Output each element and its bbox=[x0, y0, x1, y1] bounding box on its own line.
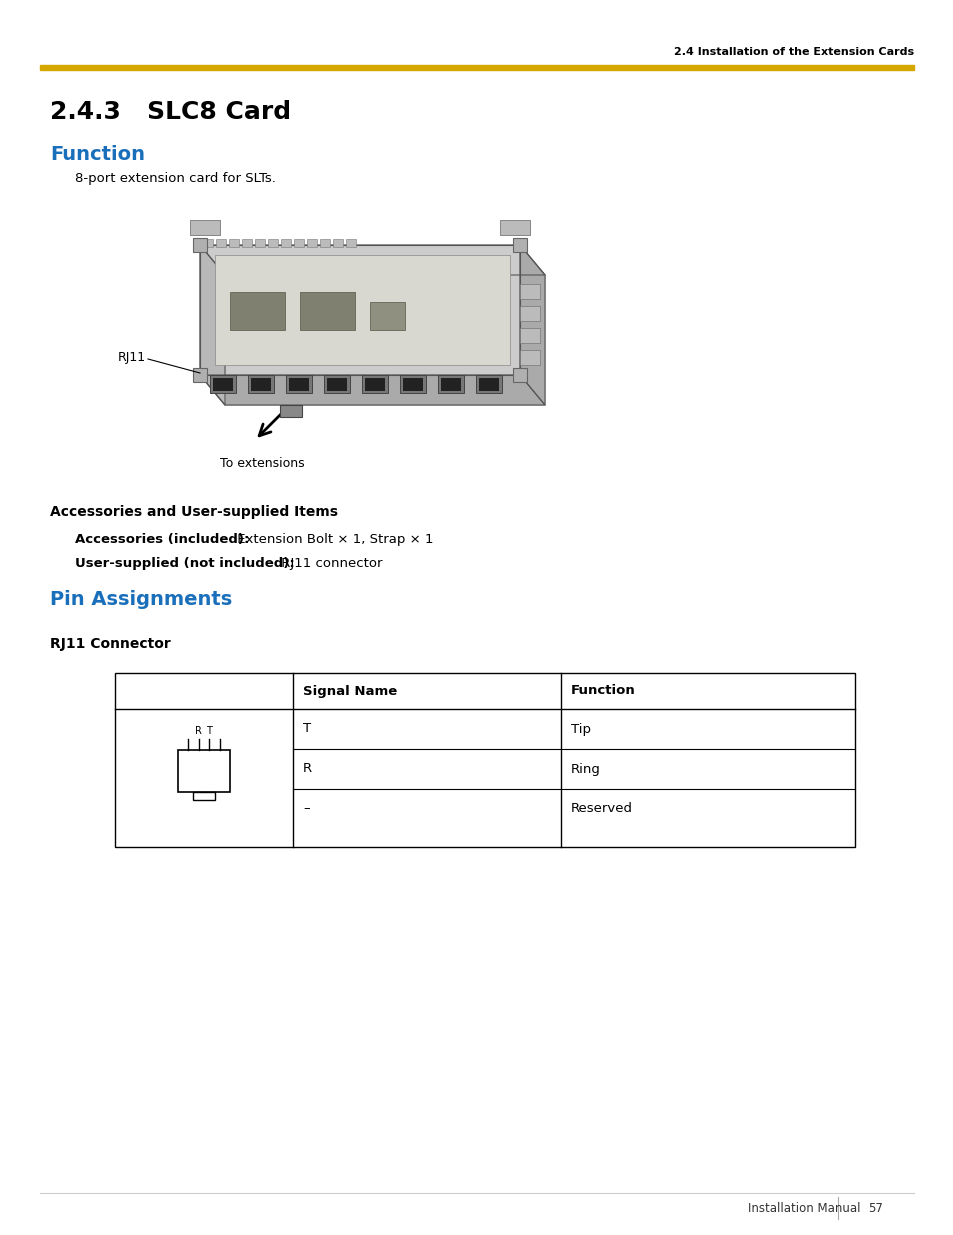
Bar bbox=[254, 240, 265, 247]
Text: Tip: Tip bbox=[571, 722, 590, 736]
Bar bbox=[193, 368, 207, 382]
Text: 57: 57 bbox=[867, 1203, 882, 1215]
Text: 2.4.3   SLC8 Card: 2.4.3 SLC8 Card bbox=[50, 100, 291, 124]
Text: 8-port extension card for SLTs.: 8-port extension card for SLTs. bbox=[75, 172, 275, 185]
Bar bbox=[307, 240, 316, 247]
Bar bbox=[214, 254, 510, 366]
Text: Installation Manual: Installation Manual bbox=[747, 1203, 860, 1215]
Polygon shape bbox=[200, 245, 544, 275]
Bar bbox=[286, 375, 312, 393]
Polygon shape bbox=[200, 245, 225, 405]
Bar bbox=[440, 378, 460, 391]
Bar bbox=[437, 375, 463, 393]
Bar bbox=[327, 378, 347, 391]
Text: Extension Bolt × 1, Strap × 1: Extension Bolt × 1, Strap × 1 bbox=[233, 534, 433, 546]
Bar bbox=[399, 375, 426, 393]
Text: Signal Name: Signal Name bbox=[303, 684, 396, 698]
Polygon shape bbox=[519, 245, 544, 405]
Text: R: R bbox=[303, 762, 312, 776]
Bar bbox=[280, 405, 302, 417]
Bar bbox=[333, 240, 343, 247]
Bar bbox=[251, 378, 271, 391]
Text: 2.4 Installation of the Extension Cards: 2.4 Installation of the Extension Cards bbox=[673, 47, 913, 57]
Bar bbox=[193, 238, 207, 252]
Text: T: T bbox=[303, 722, 311, 736]
Text: Accessories (included):: Accessories (included): bbox=[75, 534, 249, 546]
Text: –: – bbox=[303, 803, 310, 815]
Text: Function: Function bbox=[50, 144, 145, 164]
Bar bbox=[242, 240, 252, 247]
Polygon shape bbox=[200, 245, 519, 375]
Bar bbox=[281, 240, 291, 247]
Bar bbox=[178, 750, 230, 792]
Bar bbox=[402, 378, 422, 391]
Bar bbox=[289, 378, 309, 391]
Bar bbox=[190, 220, 220, 235]
Text: 1: 1 bbox=[221, 778, 227, 788]
Bar bbox=[324, 375, 350, 393]
Bar bbox=[213, 378, 233, 391]
Text: User-supplied (not included):: User-supplied (not included): bbox=[75, 557, 294, 571]
Bar bbox=[229, 240, 239, 247]
Bar bbox=[346, 240, 355, 247]
Bar bbox=[268, 240, 277, 247]
Bar bbox=[115, 673, 854, 847]
Bar bbox=[210, 375, 235, 393]
Bar bbox=[294, 240, 304, 247]
Bar bbox=[519, 329, 539, 343]
Text: RJ11 connector: RJ11 connector bbox=[276, 557, 382, 571]
Bar bbox=[476, 375, 501, 393]
Text: Function: Function bbox=[571, 684, 635, 698]
Bar bbox=[370, 303, 405, 330]
Polygon shape bbox=[200, 375, 544, 405]
Bar bbox=[478, 378, 498, 391]
Text: R: R bbox=[195, 726, 202, 736]
Text: T: T bbox=[206, 726, 212, 736]
Bar bbox=[361, 375, 388, 393]
Text: 4: 4 bbox=[181, 778, 187, 788]
Bar bbox=[193, 792, 214, 800]
Text: RJ11 Connector: RJ11 Connector bbox=[50, 637, 171, 651]
Bar bbox=[513, 368, 526, 382]
Text: Pin Assignments: Pin Assignments bbox=[50, 590, 232, 609]
Text: Reserved: Reserved bbox=[571, 803, 633, 815]
Bar bbox=[203, 240, 213, 247]
Bar bbox=[299, 291, 355, 330]
Bar bbox=[248, 375, 274, 393]
Bar bbox=[519, 284, 539, 299]
Bar bbox=[513, 238, 526, 252]
Text: Accessories and User-supplied Items: Accessories and User-supplied Items bbox=[50, 505, 337, 519]
Bar bbox=[499, 220, 530, 235]
Text: To extensions: To extensions bbox=[220, 457, 304, 471]
Text: Ring: Ring bbox=[571, 762, 600, 776]
Bar bbox=[365, 378, 385, 391]
Bar bbox=[40, 65, 913, 70]
Bar bbox=[519, 350, 539, 366]
Bar bbox=[519, 306, 539, 321]
Bar bbox=[319, 240, 330, 247]
Bar bbox=[230, 291, 285, 330]
Text: RJ11: RJ11 bbox=[118, 351, 146, 363]
Bar bbox=[215, 240, 226, 247]
